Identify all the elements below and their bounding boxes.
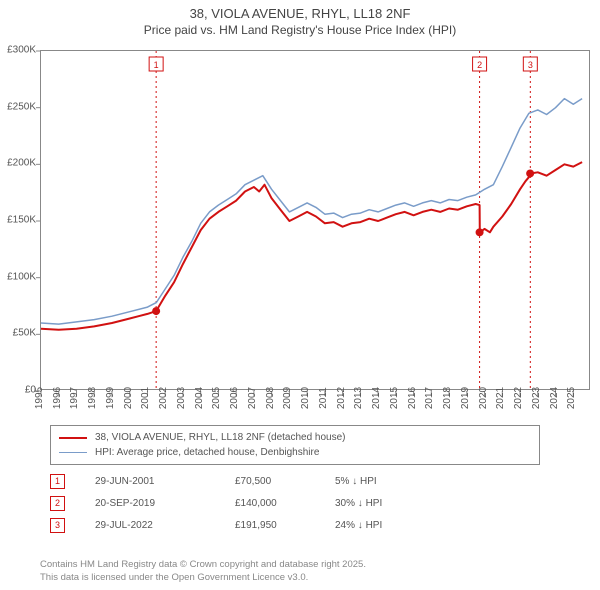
x-tick-label: 2004	[194, 387, 205, 409]
transaction-date: 29-JUN-2001	[95, 476, 235, 487]
transaction-price: £191,950	[235, 520, 335, 531]
x-tick-label: 1999	[105, 387, 116, 409]
x-tick-label: 2019	[460, 387, 471, 409]
transaction-marker: 3	[50, 518, 65, 533]
x-tick-label: 2015	[389, 387, 400, 409]
legend-text: 38, VIOLA AVENUE, RHYL, LL18 2NF (detach…	[95, 430, 346, 445]
legend-row: HPI: Average price, detached house, Denb…	[59, 445, 531, 460]
y-tick-label: £300K	[0, 45, 36, 56]
x-tick-label: 2024	[549, 387, 560, 409]
legend-swatch	[59, 452, 87, 453]
transaction-row: 3 29-JUL-2022£191,95024% ↓ HPI	[50, 514, 540, 536]
title-line1: 38, VIOLA AVENUE, RHYL, LL18 2NF	[0, 6, 600, 23]
chart-svg: 1 2 3	[41, 51, 591, 391]
legend-text: HPI: Average price, detached house, Denb…	[95, 445, 319, 460]
svg-text:1: 1	[154, 60, 159, 70]
legend-row: 38, VIOLA AVENUE, RHYL, LL18 2NF (detach…	[59, 430, 531, 445]
transaction-date: 20-SEP-2019	[95, 498, 235, 509]
chart-title: 38, VIOLA AVENUE, RHYL, LL18 2NF Price p…	[0, 0, 600, 38]
x-tick-label: 2002	[158, 387, 169, 409]
svg-text:2: 2	[477, 60, 482, 70]
x-tick-label: 2003	[176, 387, 187, 409]
x-tick-label: 2012	[336, 387, 347, 409]
x-tick-label: 2010	[300, 387, 311, 409]
x-tick-label: 2014	[371, 387, 382, 409]
x-tick-label: 2005	[211, 387, 222, 409]
y-tick-label: £100K	[0, 271, 36, 282]
transaction-offset: 24% ↓ HPI	[335, 520, 455, 531]
x-tick-label: 2022	[513, 387, 524, 409]
x-tick-label: 2007	[247, 387, 258, 409]
transaction-row: 1 29-JUN-2001£70,5005% ↓ HPI	[50, 470, 540, 492]
footer-line2: This data is licensed under the Open Gov…	[40, 572, 366, 584]
transaction-marker: 2	[50, 496, 65, 511]
y-tick-label: £0	[0, 385, 36, 396]
x-tick-label: 1996	[52, 387, 63, 409]
x-tick-label: 2025	[566, 387, 577, 409]
transaction-row: 2 20-SEP-2019£140,00030% ↓ HPI	[50, 492, 540, 514]
x-tick-label: 2001	[140, 387, 151, 409]
x-tick-label: 2020	[478, 387, 489, 409]
title-line2: Price paid vs. HM Land Registry's House …	[0, 23, 600, 39]
svg-text:3: 3	[528, 60, 533, 70]
x-tick-label: 1998	[87, 387, 98, 409]
x-tick-label: 2023	[531, 387, 542, 409]
transactions-table: 1 29-JUN-2001£70,5005% ↓ HPI 2 20-SEP-2019£…	[50, 470, 540, 536]
legend-swatch	[59, 437, 87, 439]
footer: Contains HM Land Registry data © Crown c…	[40, 559, 366, 584]
y-tick-label: £50K	[0, 328, 36, 339]
x-tick-label: 2021	[495, 387, 506, 409]
x-tick-label: 1997	[69, 387, 80, 409]
x-tick-label: 2011	[318, 387, 329, 409]
y-tick-label: £150K	[0, 215, 36, 226]
legend: 38, VIOLA AVENUE, RHYL, LL18 2NF (detach…	[50, 425, 540, 465]
transaction-price: £140,000	[235, 498, 335, 509]
x-tick-label: 2006	[229, 387, 240, 409]
x-tick-label: 2018	[442, 387, 453, 409]
y-tick-label: £250K	[0, 101, 36, 112]
x-tick-label: 2000	[123, 387, 134, 409]
transaction-price: £70,500	[235, 476, 335, 487]
x-tick-label: 2013	[353, 387, 364, 409]
transaction-offset: 30% ↓ HPI	[335, 498, 455, 509]
x-tick-label: 2008	[265, 387, 276, 409]
transaction-marker: 1	[50, 474, 65, 489]
chart-area: 1 2 3	[40, 50, 590, 390]
x-tick-label: 2017	[424, 387, 435, 409]
transaction-date: 29-JUL-2022	[95, 520, 235, 531]
x-tick-label: 2016	[407, 387, 418, 409]
transaction-offset: 5% ↓ HPI	[335, 476, 455, 487]
x-tick-label: 1995	[34, 387, 45, 409]
x-tick-label: 2009	[282, 387, 293, 409]
y-tick-label: £200K	[0, 158, 36, 169]
footer-line1: Contains HM Land Registry data © Crown c…	[40, 559, 366, 571]
